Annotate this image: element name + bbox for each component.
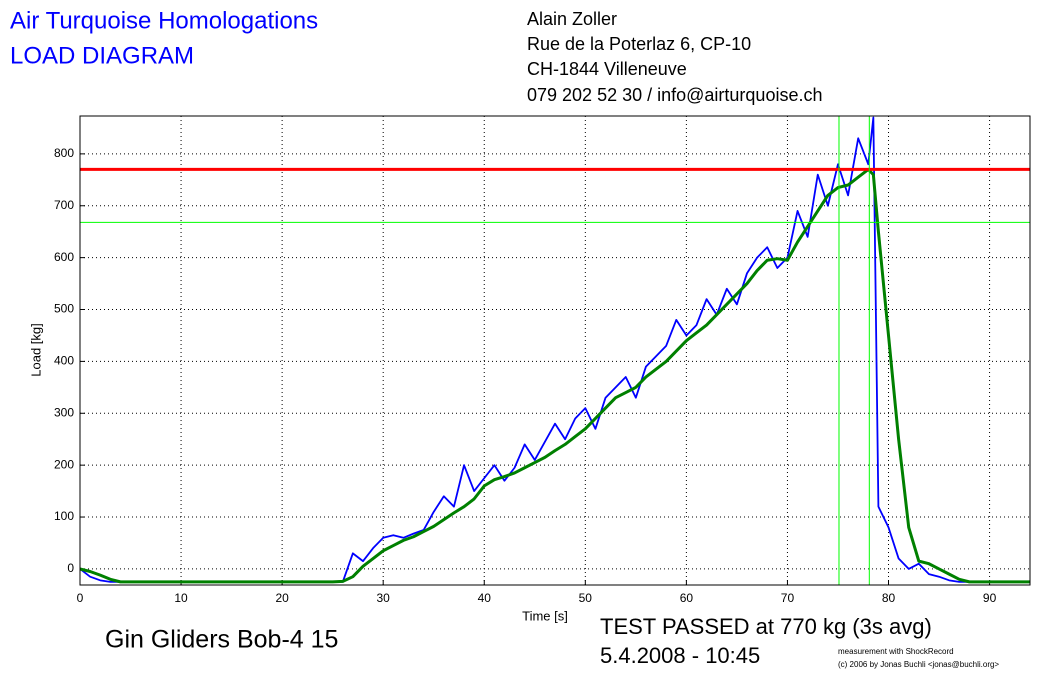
address: CH-1844 Villeneuve [527, 59, 687, 79]
y-tick-label: 400 [54, 354, 74, 368]
x-tick-label: 50 [579, 591, 593, 605]
grid [79, 116, 1030, 585]
address: Rue de la Poterlaz 6, CP-10 [527, 34, 751, 54]
series-line [80, 116, 1030, 583]
x-axis-label: Time [s] [522, 608, 568, 623]
y-tick-label: 100 [54, 509, 74, 523]
plot-area [80, 116, 1030, 585]
series-line [80, 167, 1030, 584]
y-tick-label: 700 [54, 198, 74, 212]
y-tick-label: 0 [67, 561, 74, 575]
title: Air Turquoise Homologations [10, 7, 318, 34]
y-tick-label: 800 [54, 146, 74, 160]
address: 079 202 52 30 / info@airturquoise.ch [527, 85, 822, 105]
title: LOAD DIAGRAM [10, 42, 194, 69]
date: 5.4.2008 - 10:45 [600, 643, 760, 668]
x-tick-label: 10 [174, 591, 188, 605]
x-tick-label: 60 [680, 591, 694, 605]
y-axis-label: Load [kg] [28, 323, 43, 377]
x-tick-label: 0 [77, 591, 84, 605]
x-tick-label: 80 [882, 591, 896, 605]
glider: Gin Gliders Bob-4 15 [105, 626, 338, 654]
plot-frame [79, 115, 1031, 586]
result: TEST PASSED at 770 kg (3s avg) [600, 614, 932, 639]
credit: (c) 2006 by Jonas Buchli <jonas@buchli.o… [838, 660, 999, 669]
y-tick-label: 200 [54, 457, 74, 471]
y-tick-label: 300 [54, 405, 74, 419]
x-tick-label: 30 [377, 591, 391, 605]
y-tick-label: 600 [54, 250, 74, 264]
x-tick-label: 90 [983, 591, 997, 605]
y-tick-label: 500 [54, 302, 74, 316]
address: Alain Zoller [527, 9, 617, 29]
x-tick-label: 20 [275, 591, 289, 605]
x-tick-label: 70 [781, 591, 795, 605]
x-tick-label: 40 [478, 591, 492, 605]
credit: measurement with ShockRecord [838, 647, 954, 656]
